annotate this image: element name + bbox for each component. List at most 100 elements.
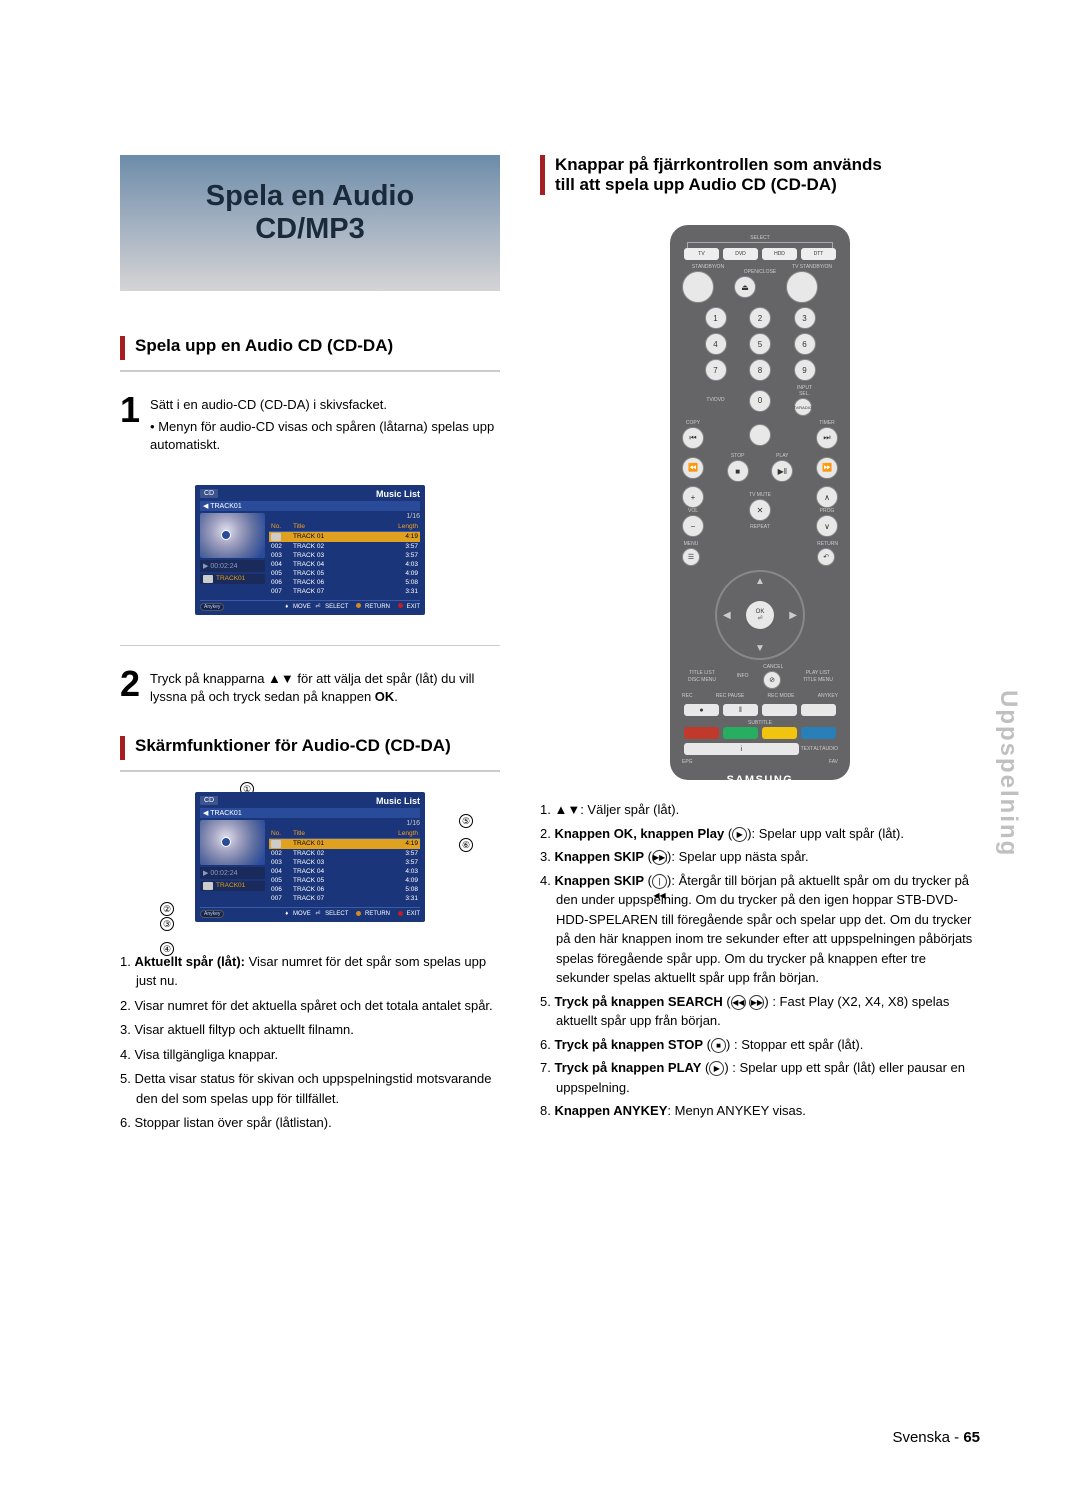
recmode-button (762, 704, 797, 716)
section-heading-text: Knappar på fjärrkontrollen som används t… (555, 155, 882, 195)
ml-title: Music List (376, 489, 420, 499)
vol-down-button: − (682, 515, 704, 537)
cancel-button: ⊘ (763, 671, 781, 689)
track-row: 006TRACK 065:08 (269, 578, 420, 587)
ok-button: OK⏎ (746, 601, 774, 629)
list-item: 4. Visa tillgängliga knappar. (120, 1045, 500, 1065)
heading-accent-bar (120, 736, 125, 760)
cd-art-icon (200, 820, 265, 865)
section-heading-text: Spela upp en Audio CD (CD-DA) (135, 336, 393, 356)
section-play-audio-cd: Spela upp en Audio CD (CD-DA) (120, 336, 500, 372)
list-item: 5. Tryck på knappen SEARCH (◀◀ ▶▶) : Fas… (540, 992, 980, 1031)
stop-icon: ■ (711, 1038, 726, 1053)
cd-art-icon (200, 513, 265, 558)
i-button: i (684, 743, 799, 755)
keypad-6: 6 (794, 333, 816, 355)
section-heading-text: Skärmfunktioner för Audio-CD (CD-DA) (135, 736, 451, 756)
samsung-logo: SAMSUNG (682, 774, 838, 786)
prog-down-button: ∨ (816, 515, 838, 537)
list-item: 5. Detta visar status för skivan och upp… (120, 1069, 500, 1108)
remote-tv-button: TV (684, 248, 719, 260)
heading-accent-bar (120, 336, 125, 360)
yellow-button (762, 727, 797, 739)
music-list-screenshot: CD Music List ◀ TRACK01 ▶ 00:02:24 TRACK… (195, 485, 425, 615)
step-2: 2 Tryck på knapparna ▲▼ för att välja de… (120, 666, 500, 706)
ml-cd-badge: CD (200, 489, 218, 498)
track-row: 002TRACK 023:57 (269, 542, 420, 551)
anykey-button (801, 704, 836, 716)
list-item: 1. Aktuellt spår (låt): Visar numret för… (120, 952, 500, 991)
remote-button-list: 1. ▲▼: Väljer spår (låt). 2. Knappen OK,… (540, 800, 980, 1121)
rec-button: ● (684, 704, 719, 716)
page-number: Svenska - 65 (892, 1429, 980, 1446)
mute-button: ✕ (749, 499, 771, 521)
keypad-4: 4 (705, 333, 727, 355)
step-text: Tryck på knapparna ▲▼ för att välja det … (150, 671, 474, 704)
menu-button: ☰ (682, 548, 700, 566)
anykey-badge: Anykey (200, 603, 224, 611)
rewind-button: ⏪ (682, 457, 704, 479)
keypad-8: 8 (749, 359, 771, 381)
list-item: 2. Knappen OK, knappen Play (▶): Spelar … (540, 824, 980, 844)
list-item: 3. Visar aktuell filtyp och aktuellt fil… (120, 1020, 500, 1040)
track-row: 003TRACK 033:57 (269, 551, 420, 560)
section-remote-buttons: Knappar på fjärrkontrollen som används t… (540, 155, 980, 205)
annotated-screenshot: ① ② ③ ④ ⑤ ⑥ CD Music List ◀ TRACK01 (165, 792, 455, 922)
section-screen-functions: Skärmfunktioner för Audio-CD (CD-DA) (120, 736, 500, 772)
keypad-0: 0 (749, 390, 771, 412)
keypad-7: 7 (705, 359, 727, 381)
prog-up-button: ∧ (816, 486, 838, 508)
keypad-3: 3 (794, 307, 816, 329)
dpad: ▲ ▼ ◀ ▶ OK⏎ (715, 570, 805, 660)
recpause-button: ‖ (723, 704, 758, 716)
return-button: ↶ (817, 548, 835, 566)
track-row: 005TRACK 054:09 (269, 569, 420, 578)
search-back-icon: ◀◀ (731, 995, 746, 1010)
standby-button (682, 271, 714, 303)
keypad-1: 1 (705, 307, 727, 329)
track-row: TRACK 014:19 (269, 532, 420, 542)
list-item: 2. Visar numret för det aktuella spåret … (120, 996, 500, 1016)
play-button: ▶‖ (771, 460, 793, 482)
remote-control-diagram: SELECT TV DVD HDD DTT STANDBY/ON OPEN/CL… (670, 225, 850, 780)
play-icon: ▶ (732, 827, 747, 842)
step-number: 2 (120, 666, 140, 706)
list-item: 6. Stoppar listan över spår (låtlistan). (120, 1113, 500, 1133)
tvradio-button: TV/RADIO (794, 398, 812, 416)
search-fwd-icon: ▶▶ (749, 995, 764, 1010)
step-text-bullet: • Menyn för audio-CD visas och spåren (l… (150, 418, 500, 454)
remote-hdd-button: HDD (762, 248, 797, 260)
side-tab: Uppspelning (994, 690, 1022, 857)
track-count: 1/16 (269, 513, 420, 520)
step-1: 1 Sätt i en audio-CD (CD-DA) i skivsfack… (120, 392, 500, 455)
remote-dvd-button: DVD (723, 248, 758, 260)
green-button (723, 727, 758, 739)
play-icon: ▶ (709, 1061, 724, 1076)
list-item: 8. Knappen ANYKEY: Menyn ANYKEY visas. (540, 1101, 980, 1121)
list-item: 6. Tryck på knappen STOP (■) : Stoppar e… (540, 1035, 980, 1055)
step-number: 1 (120, 392, 140, 455)
ok-label: OK (375, 689, 395, 704)
page-title: Spela en Audio CD/MP3 (150, 180, 470, 246)
openclose-button: ⏏ (734, 276, 756, 298)
list-item: 4. Knappen SKIP (|◀◀): Återgår till börj… (540, 871, 980, 988)
skip-fwd-button: ⏭ (816, 427, 838, 449)
remote-dtt-button: DTT (801, 248, 836, 260)
keypad-5: 5 (749, 333, 771, 355)
blue-button (801, 727, 836, 739)
keypad-2: 2 (749, 307, 771, 329)
track-row: 004TRACK 044:03 (269, 560, 420, 569)
skip-back-button: ⏮ (682, 427, 704, 449)
heading-accent-bar (540, 155, 545, 195)
list-item: 7. Tryck på knappen PLAY (▶) : Spelar up… (540, 1058, 980, 1097)
red-button (684, 727, 719, 739)
list-item: 1. ▲▼: Väljer spår (låt). (540, 800, 980, 820)
list-item: 3. Knappen SKIP (▶▶|): Spelar upp nästa … (540, 847, 980, 867)
skip-fwd-icon: ▶▶| (652, 850, 667, 865)
page-title-box: Spela en Audio CD/MP3 (120, 155, 500, 291)
stop-button: ■ (727, 460, 749, 482)
keypad-9: 9 (794, 359, 816, 381)
track-row: 007TRACK 073:31 (269, 587, 420, 596)
skip-back-icon: |◀◀ (652, 874, 667, 889)
tv-standby-button (786, 271, 818, 303)
